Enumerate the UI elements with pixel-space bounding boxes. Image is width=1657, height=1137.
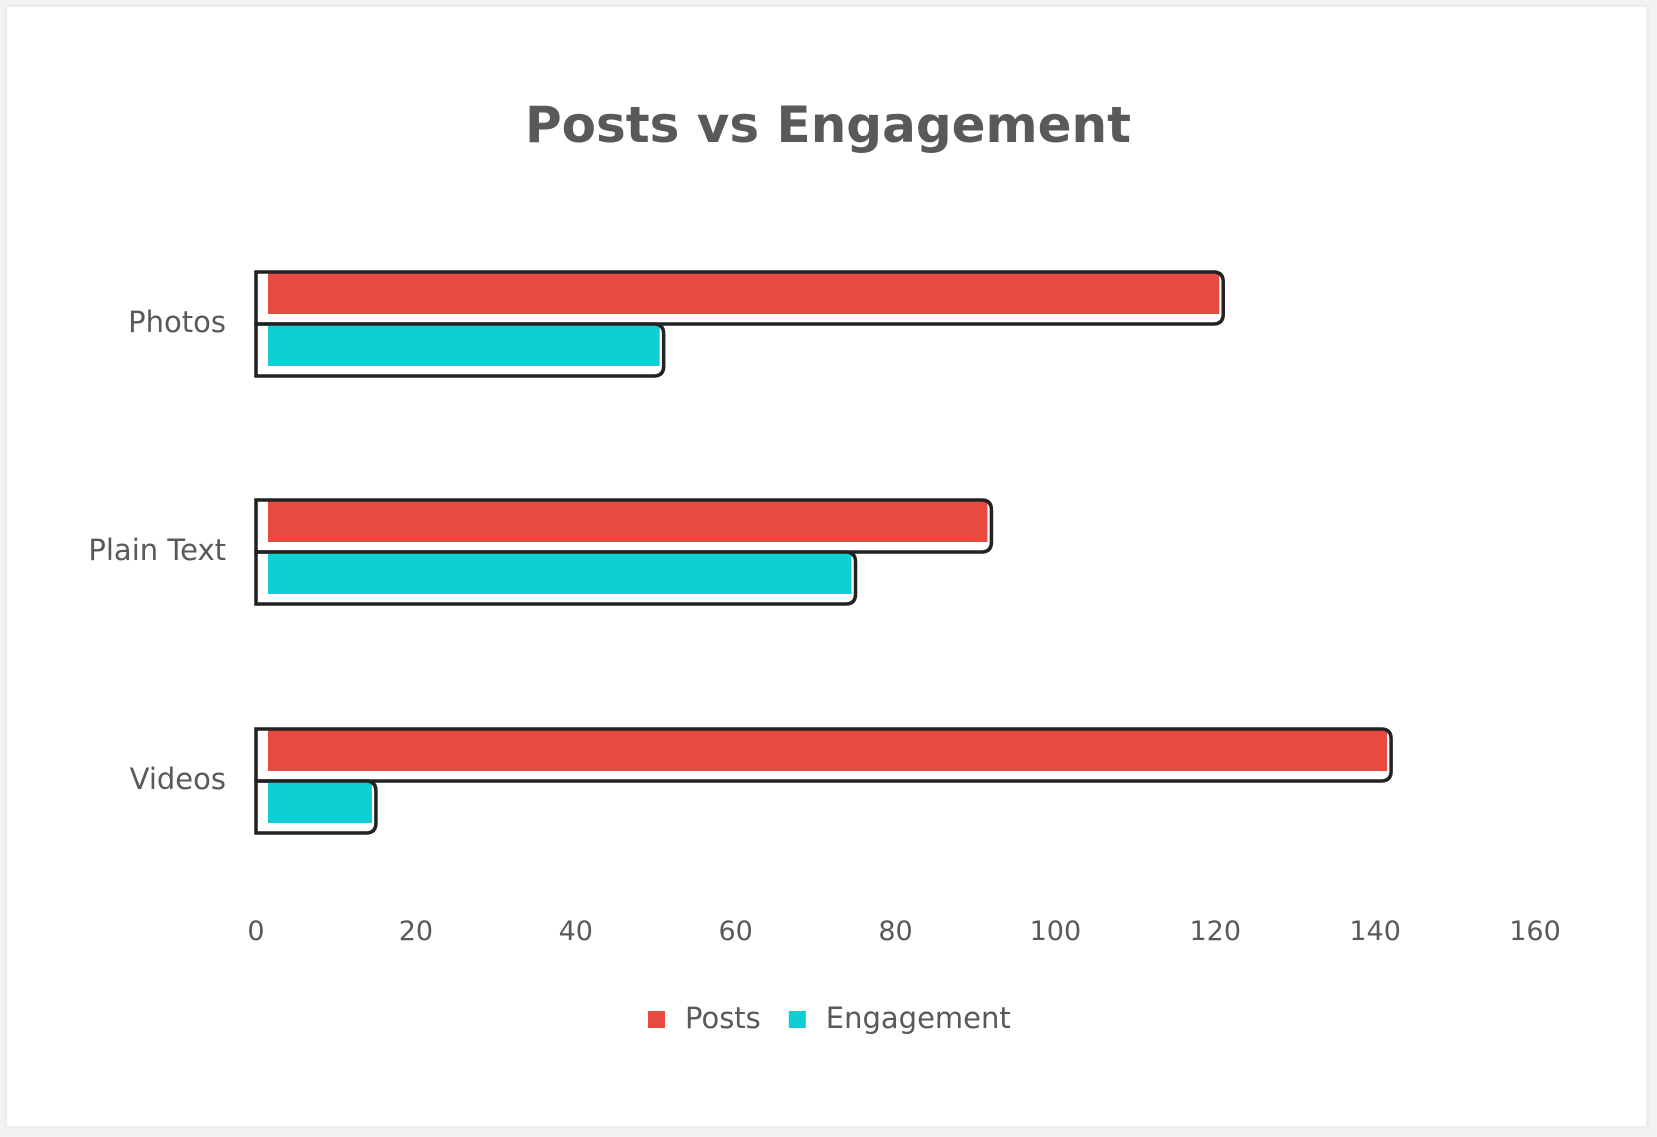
x-tick-label: 120	[1189, 916, 1241, 947]
x-tick-label: 0	[247, 916, 264, 947]
legend-swatch-posts	[648, 1011, 665, 1028]
category-label: Videos	[130, 762, 226, 796]
bar-engagement-videos	[268, 781, 372, 823]
bar-outline-posts-videos	[254, 727, 1393, 783]
bar-engagement-photos	[268, 324, 660, 366]
bar-outline-engagement-videos	[254, 779, 378, 835]
x-tick-label: 20	[399, 916, 433, 947]
bar-outline-posts-photos	[254, 270, 1225, 326]
x-tick-label: 40	[559, 916, 593, 947]
x-tick-label: 100	[1030, 916, 1082, 947]
x-axis-ticks: 0 20 40 60 80 100 120 140 160	[247, 916, 1560, 947]
x-tick-label: 140	[1349, 916, 1401, 947]
legend-label-posts: Posts	[685, 1001, 761, 1035]
bar-outline-engagement-plain-text	[254, 550, 858, 606]
bar-posts-photos	[268, 272, 1220, 314]
bar-posts-plain-text	[268, 500, 988, 542]
legend-swatch-engagement	[788, 1011, 806, 1028]
bar-posts-videos	[268, 729, 1388, 771]
legend-label-engagement: Engagement	[826, 1001, 1011, 1035]
legend: Posts Engagement	[648, 1001, 1011, 1035]
category-label: Plain Text	[88, 533, 226, 567]
bar-outline-engagement-photos	[254, 322, 666, 378]
x-tick-label: 80	[878, 916, 912, 947]
x-tick-label: 160	[1509, 916, 1561, 947]
chart-title: Posts vs Engagement	[525, 96, 1131, 154]
x-tick-label: 60	[718, 916, 752, 947]
bar-engagement-plain-text	[268, 552, 852, 594]
category-labels: Photos Plain Text Videos	[88, 305, 226, 796]
category-label: Photos	[128, 305, 226, 339]
bar-outline-posts-plain-text	[254, 498, 994, 554]
bars-group	[254, 270, 1393, 835]
